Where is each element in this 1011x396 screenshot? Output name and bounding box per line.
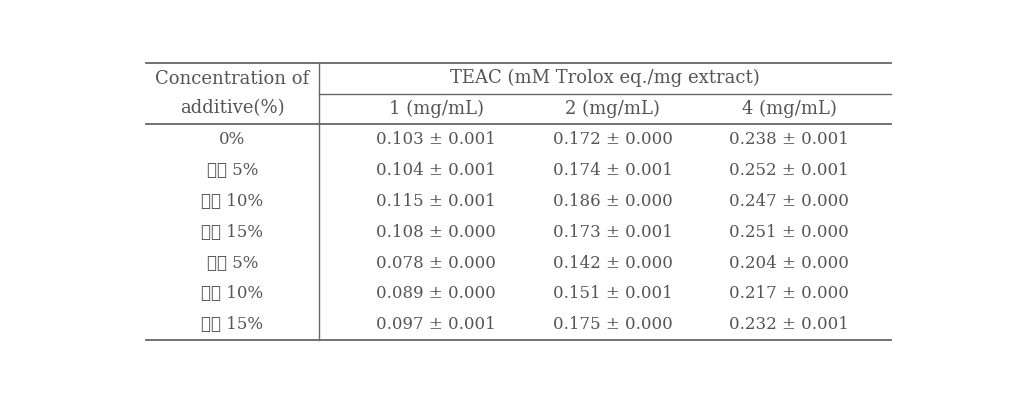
Text: 0.078 ± 0.000: 0.078 ± 0.000: [376, 255, 495, 272]
Text: 쌌거 5%: 쌌거 5%: [206, 162, 258, 179]
Text: 현미 15%: 현미 15%: [201, 316, 263, 333]
Text: 0.172 ± 0.000: 0.172 ± 0.000: [552, 131, 672, 148]
Text: 0.097 ± 0.001: 0.097 ± 0.001: [376, 316, 495, 333]
Text: 쌌거 10%: 쌌거 10%: [201, 193, 263, 210]
Text: 0.175 ± 0.000: 0.175 ± 0.000: [552, 316, 672, 333]
Text: 쌌거 15%: 쌌거 15%: [201, 224, 263, 241]
Text: TEAC (mM Trolox eq./mg extract): TEAC (mM Trolox eq./mg extract): [450, 69, 759, 87]
Text: 0.104 ± 0.001: 0.104 ± 0.001: [376, 162, 495, 179]
Text: 0.108 ± 0.000: 0.108 ± 0.000: [376, 224, 495, 241]
Text: 0.174 ± 0.001: 0.174 ± 0.001: [552, 162, 672, 179]
Text: 0.204 ± 0.000: 0.204 ± 0.000: [729, 255, 848, 272]
Text: 0.252 ± 0.001: 0.252 ± 0.001: [729, 162, 848, 179]
Text: 0.238 ± 0.001: 0.238 ± 0.001: [729, 131, 848, 148]
Text: 0.217 ± 0.000: 0.217 ± 0.000: [729, 286, 848, 303]
Text: 0.251 ± 0.000: 0.251 ± 0.000: [729, 224, 848, 241]
Text: 0.089 ± 0.000: 0.089 ± 0.000: [376, 286, 495, 303]
Text: 0.115 ± 0.001: 0.115 ± 0.001: [376, 193, 495, 210]
Text: 0.186 ± 0.000: 0.186 ± 0.000: [552, 193, 672, 210]
Text: 0.103 ± 0.001: 0.103 ± 0.001: [376, 131, 495, 148]
Text: 현미 5%: 현미 5%: [206, 255, 258, 272]
Text: 2 (mg/mL): 2 (mg/mL): [565, 100, 659, 118]
Text: 현미 10%: 현미 10%: [201, 286, 263, 303]
Text: 0.142 ± 0.000: 0.142 ± 0.000: [552, 255, 672, 272]
Text: 0.232 ± 0.001: 0.232 ± 0.001: [729, 316, 848, 333]
Text: 4 (mg/mL): 4 (mg/mL): [741, 100, 836, 118]
Text: 0.173 ± 0.001: 0.173 ± 0.001: [552, 224, 672, 241]
Text: 0.247 ± 0.000: 0.247 ± 0.000: [729, 193, 848, 210]
Text: Concentration of
additive(%): Concentration of additive(%): [155, 70, 309, 117]
Text: 0.151 ± 0.001: 0.151 ± 0.001: [552, 286, 672, 303]
Text: 0%: 0%: [219, 131, 246, 148]
Text: 1 (mg/mL): 1 (mg/mL): [388, 100, 483, 118]
